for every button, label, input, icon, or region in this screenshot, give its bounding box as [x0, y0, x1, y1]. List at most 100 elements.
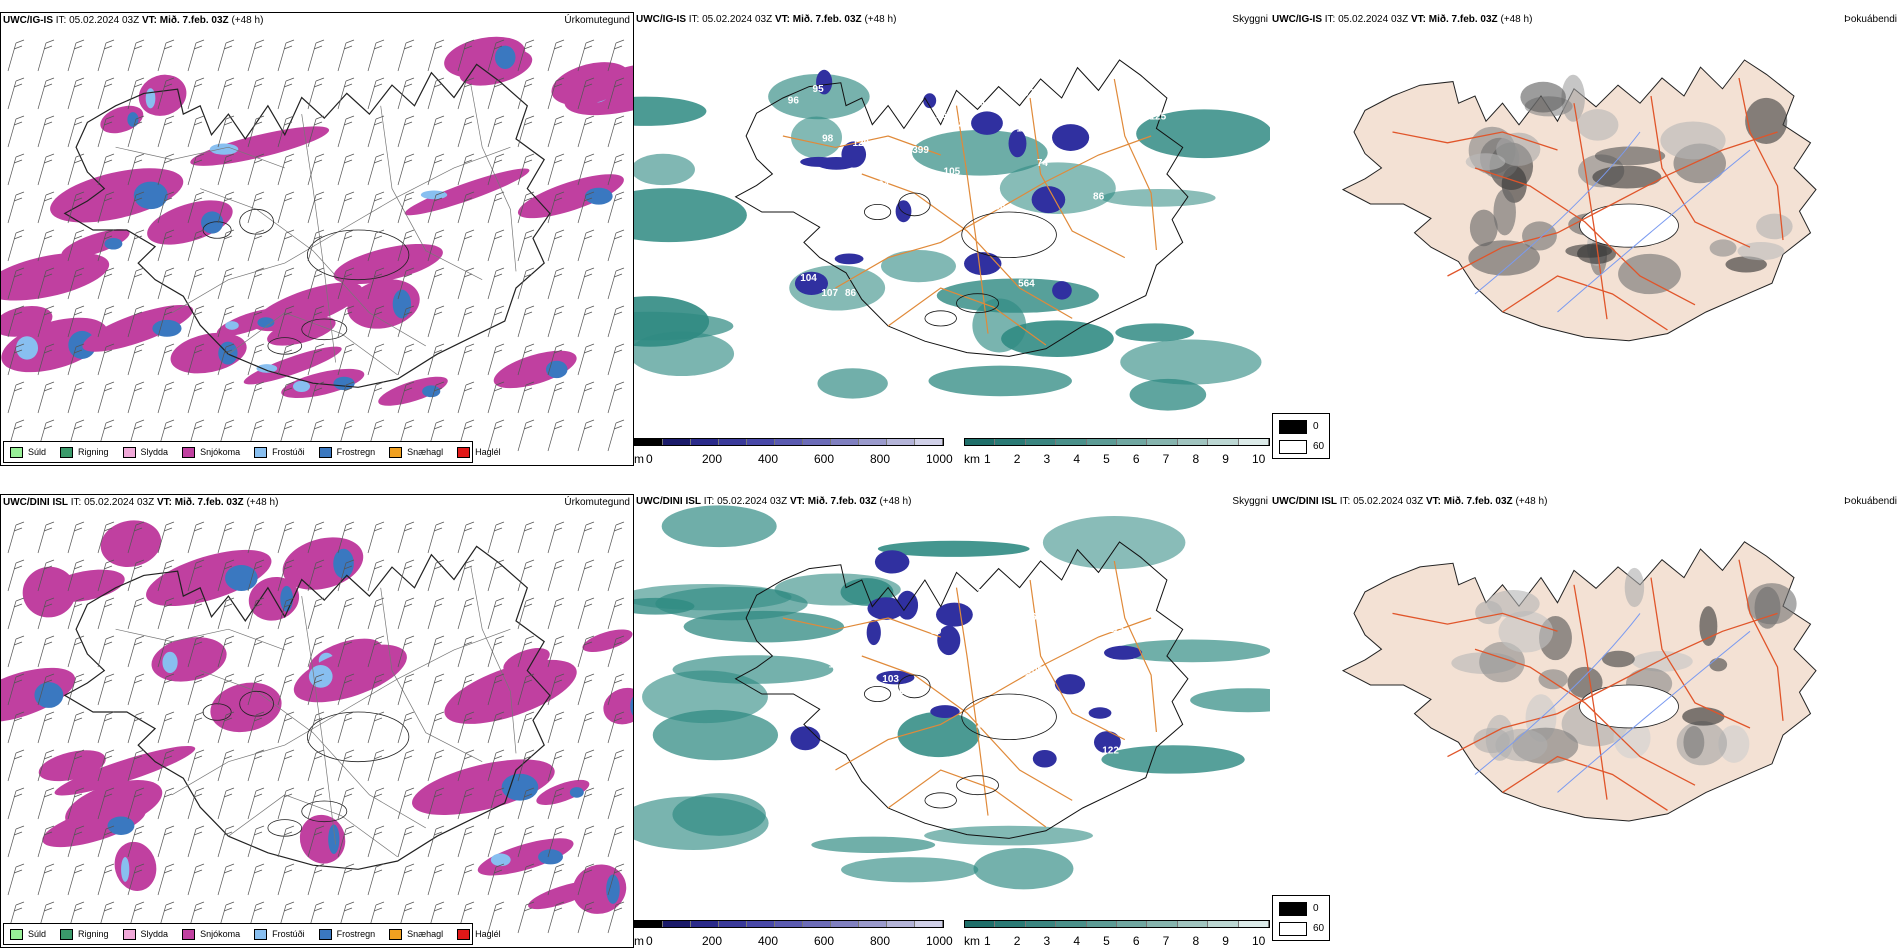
wind-barb — [547, 597, 565, 630]
legend-swatch — [389, 446, 403, 458]
wind-barb — [547, 673, 565, 706]
colorbar-tick-label: 0 — [646, 452, 653, 466]
colorbar-tick-label: 1000 — [926, 934, 953, 948]
wind-barb — [277, 39, 295, 72]
wind-barb — [337, 343, 355, 376]
colorbar-tick-label: 3 — [1043, 452, 1051, 466]
coastline — [63, 545, 551, 870]
precip-type-map-top: UWC/IG-IS IT: 05.02.2024 03Z VT: Mið. 7.… — [0, 12, 634, 466]
wind-barb — [487, 191, 505, 224]
wind-barb — [337, 863, 355, 896]
wind-barb — [307, 559, 325, 592]
legend-swatch — [254, 446, 268, 458]
wind-barb — [67, 825, 85, 858]
wind-barb — [457, 115, 475, 148]
visibility-value-label: 105 — [1026, 665, 1043, 676]
wind-barb — [217, 787, 235, 820]
low-visibility-area — [1129, 378, 1207, 411]
wind-barb — [97, 305, 115, 338]
legend-item: Snjókoma — [182, 446, 240, 458]
wind-barb — [157, 787, 175, 820]
wind-barb — [577, 39, 595, 72]
wind-barb — [367, 673, 385, 706]
legend-item: Haglél — [457, 446, 501, 458]
wind-barb — [157, 863, 175, 896]
wind-barb — [247, 343, 265, 376]
legend-label: Snæhagl — [407, 929, 444, 939]
wind-barb — [127, 191, 145, 224]
visibility-value-label: 93 — [804, 770, 816, 781]
terrain-high-area — [935, 602, 973, 627]
wind-barb — [517, 381, 535, 414]
wind-barb — [277, 635, 295, 668]
wind-barb — [427, 749, 445, 782]
snow-area — [1, 306, 53, 337]
wind-barb — [397, 787, 415, 820]
wind-barb — [187, 863, 205, 896]
terrain-high-area — [1088, 707, 1112, 719]
wind-barb — [37, 749, 55, 782]
wind-barb — [217, 635, 235, 668]
fog-index-area — [1709, 657, 1728, 672]
wind-barb — [517, 901, 535, 934]
legend-label: Snjókoma — [200, 929, 241, 939]
wind-barb — [367, 825, 385, 858]
visibility-value-label: 120 — [852, 138, 869, 149]
low-visibility-area — [634, 796, 769, 850]
wind-barb — [457, 39, 475, 72]
run-header: UWC/IG-IS IT: 05.02.2024 03Z VT: Mið. 7.… — [1272, 14, 1533, 25]
wind-barb — [277, 343, 295, 376]
wind-barb — [577, 267, 595, 300]
wind-barb — [187, 635, 205, 668]
fog-index-legend: 0 60 — [1272, 895, 1330, 941]
wind-barb — [247, 77, 265, 110]
colorbar-tick-label: 5 — [1103, 452, 1110, 466]
wind-barb — [247, 787, 265, 820]
wind-barb — [7, 77, 25, 110]
visibility-value-label: 98 — [822, 133, 834, 144]
legend-item: Haglél — [457, 928, 501, 940]
glacier-outline — [239, 208, 274, 235]
wind-barb — [607, 597, 625, 630]
wind-barb — [607, 635, 625, 668]
glacier-outline — [898, 192, 931, 217]
wind-barb — [457, 635, 475, 668]
wind-barb — [67, 267, 85, 300]
wind-barb — [547, 229, 565, 262]
wind-barb — [127, 77, 145, 110]
wind-barb — [577, 597, 595, 630]
wind-barb — [397, 381, 415, 414]
wind-barb — [337, 77, 355, 110]
coastline — [63, 63, 551, 388]
wind-barb — [547, 343, 565, 376]
fog-index-area — [1522, 221, 1557, 251]
visibility-value-label: 121 — [953, 191, 970, 202]
wind-barb — [307, 787, 325, 820]
legend-item: Rigning — [60, 446, 109, 458]
wind-barb — [337, 381, 355, 414]
terrain-high-area — [1008, 129, 1027, 158]
wind-barb — [457, 711, 475, 744]
wind-barb — [427, 521, 445, 554]
wind-barb — [277, 153, 295, 186]
wind-barb — [97, 749, 115, 782]
wind-barb — [547, 787, 565, 820]
wind-barb — [427, 787, 445, 820]
wind-barb — [277, 597, 295, 630]
snow-area — [603, 687, 633, 725]
wind-barb — [37, 787, 55, 820]
freezing-rain-area — [107, 816, 135, 836]
glacier-outline — [306, 711, 410, 763]
visibility-value-label: 162 — [936, 110, 953, 121]
legend-swatch — [122, 446, 136, 458]
wind-barb — [157, 521, 175, 554]
wind-barb — [397, 305, 415, 338]
snow-area — [536, 779, 590, 805]
colorbar-tick-label: 7 — [1162, 452, 1170, 466]
legend-item: Slydda — [122, 928, 168, 940]
legend-item: Rigning — [60, 928, 109, 940]
road-lines — [1392, 77, 1784, 331]
wind-barb — [157, 343, 175, 376]
wind-barb — [367, 115, 385, 148]
legend-swatch — [318, 446, 332, 458]
